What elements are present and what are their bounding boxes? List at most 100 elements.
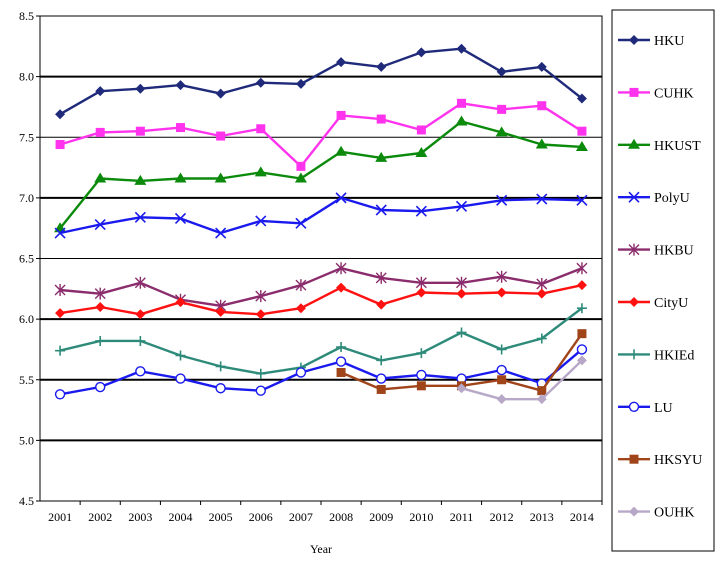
legend-marker — [629, 349, 639, 360]
data-point — [254, 166, 267, 177]
x-tick-label: 2008 — [329, 510, 353, 524]
data-point — [175, 297, 186, 308]
data-point — [416, 348, 427, 359]
x-tick-label: 2009 — [369, 510, 393, 524]
data-point — [455, 115, 468, 126]
data-point — [95, 86, 106, 97]
series-line — [59, 47, 583, 116]
y-tick-label: 6.0 — [19, 312, 34, 326]
series-polyu — [54, 192, 588, 239]
data-point — [456, 383, 467, 394]
data-point — [376, 384, 386, 394]
data-point — [536, 193, 548, 205]
x-tick-label: 2006 — [249, 510, 273, 524]
data-point — [536, 288, 547, 299]
data-point — [416, 287, 427, 298]
x-tick-label: 2003 — [128, 510, 152, 524]
x-tick-label: 2014 — [570, 510, 594, 524]
x-tick-label: 2007 — [289, 510, 313, 524]
legend-marker — [629, 87, 639, 97]
series-line — [59, 284, 583, 316]
x-tick-label: 2004 — [169, 510, 193, 524]
data-point — [255, 385, 266, 396]
data-point — [336, 342, 347, 353]
data-point — [176, 123, 185, 133]
series-hkbu — [54, 262, 588, 312]
series-ouhk — [456, 355, 587, 405]
data-point — [336, 367, 346, 377]
data-point — [416, 125, 426, 135]
data-point — [295, 367, 307, 378]
data-point — [496, 287, 507, 298]
data-point — [416, 381, 426, 391]
legend-entry-hkust: HKUST — [618, 138, 701, 154]
data-point — [94, 218, 106, 231]
data-point — [335, 145, 348, 156]
data-point — [55, 345, 66, 356]
data-point — [255, 215, 267, 227]
data-point — [375, 204, 387, 216]
data-point — [456, 327, 467, 338]
x-tick-label: 2010 — [409, 510, 433, 524]
data-point — [256, 124, 266, 134]
data-point — [496, 394, 507, 405]
data-point — [295, 78, 306, 89]
legend-label: CUHK — [654, 86, 694, 101]
data-point — [335, 262, 347, 275]
data-point — [174, 212, 187, 225]
data-point — [576, 194, 588, 206]
data-point — [535, 138, 548, 149]
data-point — [95, 381, 106, 393]
series-line — [59, 348, 583, 396]
legend-entry-polyu: PolyU — [618, 191, 690, 206]
legend-entry-hku: HKU — [618, 34, 684, 49]
data-point — [54, 227, 66, 239]
data-point — [416, 369, 427, 381]
data-point — [95, 335, 106, 346]
data-point — [215, 383, 226, 394]
data-point — [134, 174, 147, 185]
data-point — [55, 140, 65, 150]
x-tick-label: 2013 — [530, 510, 554, 524]
legend-label: HKSYU — [654, 453, 702, 468]
data-point — [134, 276, 146, 289]
data-point — [255, 290, 267, 303]
data-point — [376, 355, 387, 366]
grid-lines — [40, 75, 602, 442]
x-tick-label: 2005 — [209, 510, 233, 524]
legend-label: PolyU — [654, 191, 690, 206]
data-point — [536, 394, 547, 405]
data-point — [295, 303, 306, 314]
data-point — [54, 389, 66, 400]
series-cityu — [55, 280, 587, 320]
data-point — [536, 333, 547, 344]
data-point — [496, 270, 508, 283]
data-point — [415, 205, 427, 217]
data-point — [576, 355, 587, 366]
data-point — [577, 329, 587, 339]
data-point — [496, 364, 507, 376]
data-point — [335, 356, 347, 367]
series-hku — [55, 43, 587, 120]
series-line — [59, 120, 582, 229]
legend-label: HKU — [654, 34, 684, 49]
x-tick-label: 2002 — [88, 510, 112, 524]
legend-label: OUHK — [654, 506, 694, 521]
data-point — [576, 280, 587, 291]
data-point — [255, 309, 266, 320]
series-line — [461, 359, 583, 401]
legend-label: HKUST — [654, 139, 701, 154]
data-point — [375, 151, 388, 162]
data-point — [175, 373, 186, 384]
data-point — [496, 194, 508, 206]
data-point — [55, 308, 66, 319]
data-point — [336, 282, 347, 293]
series-group — [54, 43, 588, 405]
data-point — [537, 386, 547, 396]
data-point — [216, 131, 226, 141]
series-lu — [54, 344, 588, 400]
data-point — [175, 350, 186, 361]
series-hkust — [54, 115, 588, 233]
data-point — [54, 284, 66, 297]
data-point — [496, 66, 507, 77]
